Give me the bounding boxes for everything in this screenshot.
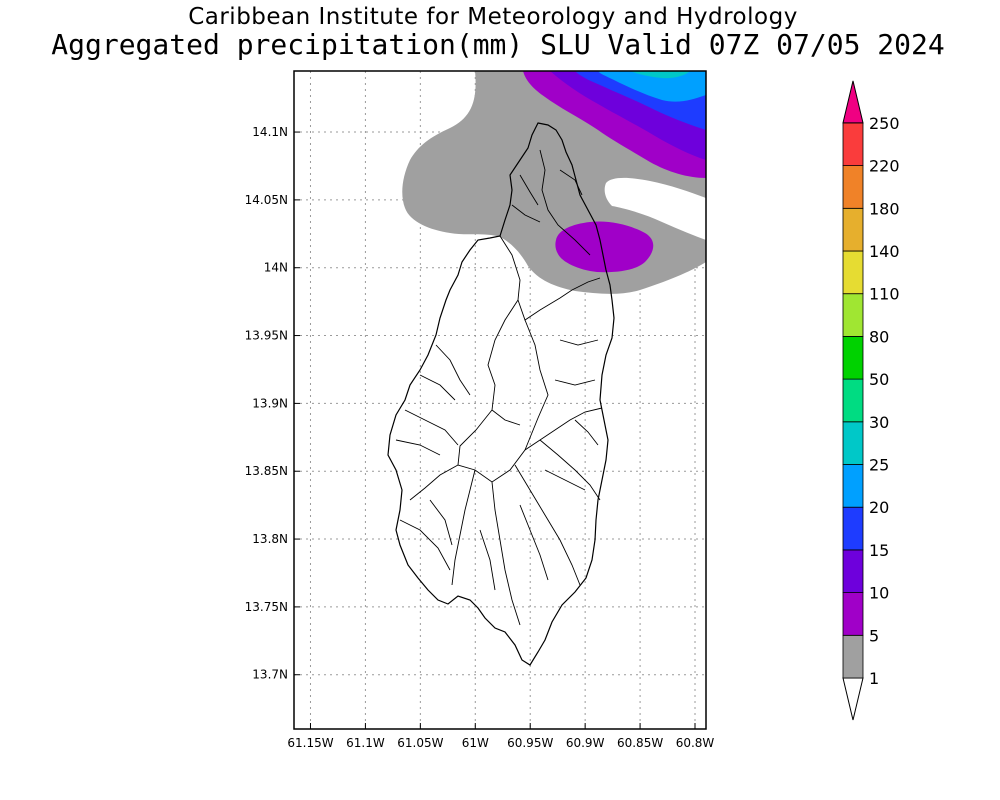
colorbar-label: 250 bbox=[869, 114, 900, 133]
colorbar-label: 80 bbox=[869, 327, 889, 346]
colorbar-label: 25 bbox=[869, 456, 889, 475]
colorbar-segment bbox=[842, 165, 864, 209]
precip-fields bbox=[402, 71, 706, 294]
colorbar-label: 180 bbox=[869, 199, 900, 218]
island-coastline bbox=[387, 122, 615, 666]
precip-cell-5-10mm bbox=[555, 221, 654, 273]
lon-tick-label: 60.95W bbox=[507, 736, 553, 750]
colorbar-segment bbox=[842, 122, 864, 167]
lon-tick-label: 60.8W bbox=[676, 736, 715, 750]
colorbar-label: 5 bbox=[869, 626, 879, 645]
lon-tick-label: 61.1W bbox=[346, 736, 385, 750]
map-title: Caribbean Institute for Meteorology and … bbox=[188, 4, 798, 30]
lon-tick-label: 61.15W bbox=[287, 736, 333, 750]
lat-tick-label: 13.85N bbox=[245, 464, 288, 478]
quarter-boundaries bbox=[395, 149, 603, 626]
precip-area-20-25mm bbox=[598, 71, 706, 102]
colorbar-over-triangle bbox=[842, 80, 864, 124]
lon-tick-label: 60.85W bbox=[617, 736, 663, 750]
lat-tick-label: 14.05N bbox=[245, 193, 288, 207]
precip-area-25-30mm bbox=[630, 71, 690, 79]
lat-tick-label: 13.75N bbox=[245, 600, 288, 614]
colorbar-segment bbox=[842, 293, 864, 337]
colorbar-label: 50 bbox=[869, 370, 889, 389]
lon-tick-label: 60.9W bbox=[566, 736, 605, 750]
lat-tick-label: 13.95N bbox=[245, 329, 288, 343]
colorbar-label: 20 bbox=[869, 498, 889, 517]
island-outline bbox=[387, 122, 615, 666]
colorbar-segment bbox=[842, 421, 864, 465]
lat-tick-label: 13.8N bbox=[252, 532, 288, 546]
lat-tick-label: 13.7N bbox=[252, 668, 288, 682]
colorbar-segment bbox=[842, 592, 864, 636]
colorbar-label: 220 bbox=[869, 157, 900, 176]
map-axes: 14.1N 14.05N 14N 13.95N 13.9N 13.85N 13.8N 13.7… bbox=[245, 125, 715, 750]
precip-gap bbox=[604, 177, 706, 240]
colorbar-label: 30 bbox=[869, 413, 889, 432]
colorbar-segment bbox=[842, 378, 864, 423]
colorbar-segment bbox=[842, 506, 864, 551]
lat-tick-label: 14.1N bbox=[252, 125, 288, 139]
colorbar-segment bbox=[842, 634, 864, 679]
colorbar-segment bbox=[842, 207, 864, 252]
map-frame bbox=[293, 70, 707, 730]
colorbar-label: 15 bbox=[869, 541, 889, 560]
map-subtitle: Aggregated precipitation(mm) SLU Valid 0… bbox=[51, 28, 945, 61]
colorbar-segment bbox=[842, 250, 864, 295]
lon-tick-label: 61W bbox=[462, 736, 489, 750]
lat-tick-label: 14N bbox=[264, 261, 288, 275]
colorbar-label: 140 bbox=[869, 242, 900, 261]
colorbar-label: 10 bbox=[869, 584, 889, 603]
colorbar-segment bbox=[842, 335, 864, 380]
colorbar-under-triangle bbox=[842, 677, 864, 721]
colorbar-label: 110 bbox=[869, 285, 900, 304]
colorbar-label: 1 bbox=[869, 669, 879, 688]
colorbar-segment bbox=[842, 464, 864, 508]
colorbar-segment bbox=[842, 549, 864, 594]
lon-tick-label: 61.05W bbox=[397, 736, 443, 750]
lat-tick-label: 13.9N bbox=[252, 396, 288, 410]
